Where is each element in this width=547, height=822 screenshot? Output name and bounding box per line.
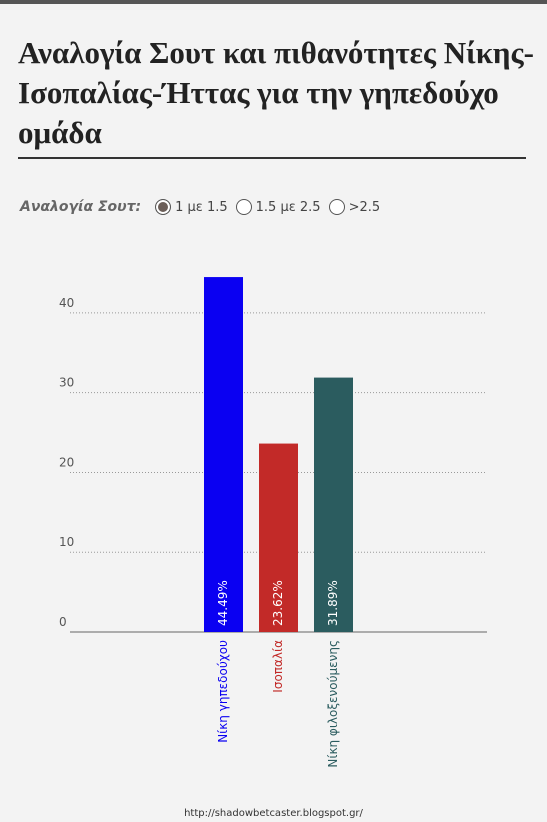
title-rule — [18, 157, 526, 159]
radio-option[interactable]: 1.5 με 2.5 — [235, 199, 321, 215]
y-tick-label: 0 — [59, 615, 67, 629]
x-tick-label: Ισοπαλία — [271, 640, 285, 693]
y-tick-label: 30 — [59, 376, 74, 390]
control-label: Αναλογία Σουτ: — [20, 199, 142, 215]
value-label: 23.62% — [271, 580, 285, 626]
footer: http://shadowbetcaster.blogspot.gr/ — [184, 808, 363, 819]
controls: Αναλογία Σουτ: 1 με 1.5 1.5 με 2.5 >2.5 — [20, 196, 388, 218]
radio-label[interactable]: >2.5 — [348, 199, 381, 215]
bar — [259, 443, 298, 632]
top-bar — [0, 0, 547, 4]
x-tick-label: Νίκη φιλοξενούμενης — [326, 640, 340, 768]
value-label: 44.49% — [216, 580, 230, 626]
bar — [314, 377, 353, 632]
chart: 0 10 20 30 40 44.49% Νίκη γηπεδούχου 23.62% Ισοπ… — [59, 277, 487, 768]
radio-label[interactable]: 1 με 1.5 — [175, 199, 228, 215]
value-label: 31.89% — [326, 580, 340, 626]
y-tick-label: 20 — [59, 455, 74, 469]
radio-button[interactable] — [155, 199, 172, 215]
radio-option[interactable]: >2.5 — [328, 199, 381, 215]
radio-label[interactable]: 1.5 με 2.5 — [255, 199, 321, 215]
radio-option[interactable]: 1 με 1.5 — [155, 199, 228, 215]
radio-button[interactable] — [235, 199, 252, 215]
y-tick-label: 10 — [59, 535, 74, 549]
y-tick-label: 40 — [59, 296, 74, 310]
x-tick-label: Νίκη γηπεδούχου — [216, 640, 230, 743]
title: Αναλογία Σουτ και πιθανότητες Νίκης-Ισοπ… — [18, 35, 534, 150]
bar — [204, 277, 243, 632]
radio-button[interactable] — [328, 199, 345, 215]
